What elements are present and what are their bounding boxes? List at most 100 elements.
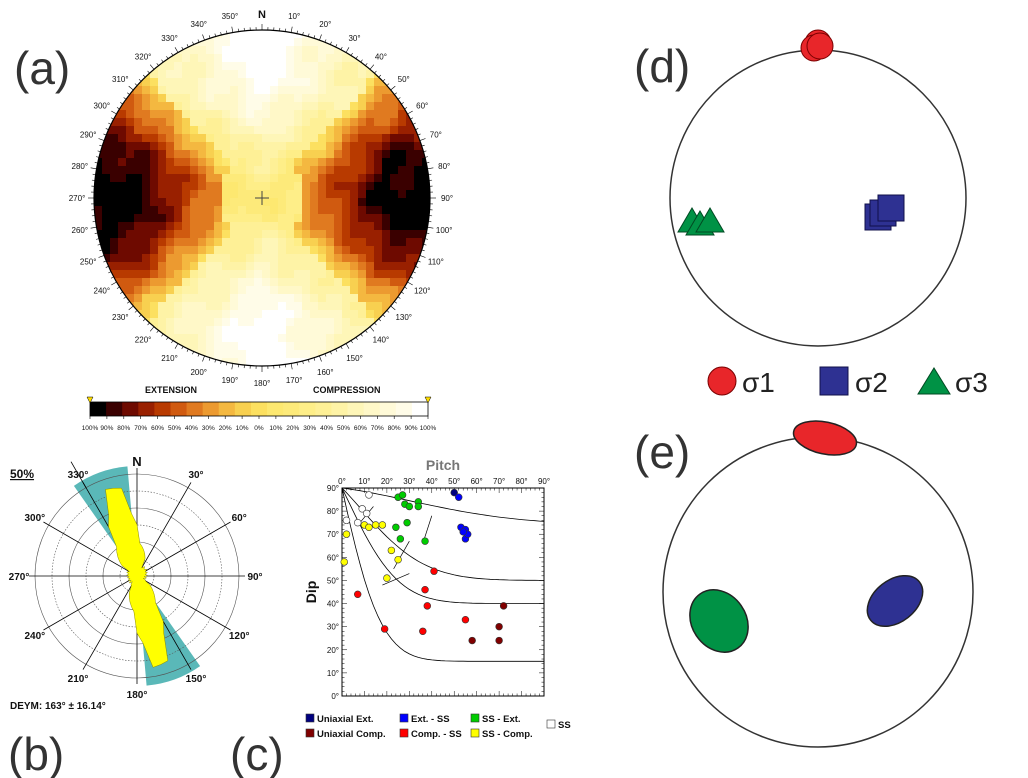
heatmap-cell bbox=[262, 270, 271, 279]
heatmap-cell bbox=[294, 134, 303, 143]
heatmap-cell bbox=[326, 246, 335, 255]
heatmap-cell bbox=[246, 118, 255, 127]
heatmap-cell bbox=[198, 86, 207, 95]
heatmap-cell bbox=[158, 134, 167, 143]
heatmap-cell bbox=[214, 142, 223, 151]
heatmap-cell bbox=[230, 238, 239, 247]
heatmap-cell bbox=[174, 230, 183, 239]
heatmap-cell bbox=[262, 238, 271, 247]
heatmap-cell bbox=[302, 222, 311, 231]
colorbar-swatch bbox=[395, 402, 413, 416]
heatmap-cell bbox=[246, 102, 255, 111]
heatmap-cell bbox=[286, 302, 295, 311]
heatmap-cell bbox=[414, 150, 423, 159]
heatmap-cell bbox=[246, 246, 255, 255]
azimuth-tick bbox=[324, 39, 327, 43]
heatmap-cell bbox=[102, 270, 111, 279]
stereonet-d-outline bbox=[669, 49, 967, 347]
heatmap-cell bbox=[294, 350, 303, 359]
heatmap-cell bbox=[262, 206, 271, 215]
heatmap-cell bbox=[294, 262, 303, 271]
heatmap-cell bbox=[366, 278, 375, 287]
heatmap-cell bbox=[382, 214, 391, 223]
azimuth-label: 340° bbox=[190, 20, 207, 29]
heatmap-cell bbox=[254, 46, 263, 55]
heatmap-cell bbox=[102, 150, 111, 159]
heatmap-cell bbox=[326, 302, 335, 311]
heatmap-cell bbox=[310, 246, 319, 255]
data-point bbox=[378, 521, 387, 529]
heatmap-cell bbox=[222, 238, 231, 247]
heatmap-cell bbox=[310, 46, 319, 55]
heatmap-cell bbox=[262, 198, 271, 207]
heatmap-cell bbox=[350, 278, 359, 287]
heatmap-cell bbox=[222, 230, 231, 239]
heatmap-cell bbox=[326, 238, 335, 247]
azimuth-tick bbox=[308, 359, 310, 363]
heatmap-cell bbox=[222, 198, 231, 207]
data-point bbox=[405, 502, 414, 511]
heatmap-cell bbox=[182, 174, 191, 183]
heatmap-cell bbox=[126, 222, 135, 231]
y-tick-label: 0° bbox=[331, 692, 339, 701]
heatmap-cell bbox=[230, 182, 239, 191]
heatmap-cell bbox=[374, 118, 383, 127]
heatmap-cell bbox=[166, 86, 175, 95]
heatmap-cell bbox=[190, 158, 199, 167]
heatmap-cell bbox=[366, 198, 375, 207]
heatmap-cell bbox=[278, 118, 287, 127]
heatmap-cell bbox=[326, 206, 335, 215]
heatmap-cell bbox=[294, 38, 303, 47]
heatmap-cell bbox=[270, 294, 279, 303]
heatmap-cell bbox=[390, 190, 399, 199]
boundary-curve bbox=[341, 487, 544, 662]
heatmap-cell bbox=[390, 262, 399, 271]
heatmap-cell bbox=[294, 326, 303, 335]
azimuth-tick bbox=[214, 359, 216, 363]
azimuth-label: 160° bbox=[317, 368, 334, 377]
azimuth-label: 230° bbox=[112, 313, 129, 322]
heatmap-cell bbox=[230, 94, 239, 103]
heatmap-cell bbox=[102, 254, 111, 263]
azimuth-tick bbox=[426, 162, 430, 164]
heatmap-cell bbox=[254, 238, 263, 247]
azimuth-tick bbox=[397, 296, 401, 299]
azimuth-tick bbox=[369, 326, 375, 332]
heatmap-cell bbox=[326, 78, 335, 87]
heatmap-cell bbox=[198, 166, 207, 175]
azimuth-tick bbox=[296, 30, 298, 34]
azimuth-tick bbox=[110, 276, 114, 279]
heatmap-cell bbox=[374, 126, 383, 135]
azimuth-tick bbox=[103, 133, 107, 136]
heatmap-cell bbox=[390, 238, 399, 247]
colorbar-swatch bbox=[186, 402, 204, 416]
y-axis-label: Dip bbox=[303, 581, 319, 604]
heatmap-cell bbox=[254, 326, 263, 335]
data-point bbox=[403, 518, 411, 527]
heatmap-cell bbox=[390, 246, 399, 255]
heatmap-cell bbox=[118, 190, 127, 199]
heatmap-cell bbox=[374, 102, 383, 111]
heatmap-cell bbox=[182, 38, 191, 47]
heatmap-cell bbox=[286, 262, 295, 271]
heatmap-cell bbox=[102, 118, 111, 127]
heatmap-cell bbox=[214, 94, 223, 103]
heatmap-cell bbox=[318, 86, 327, 95]
azimuth-tick bbox=[181, 46, 184, 50]
heatmap-cell bbox=[174, 246, 183, 255]
heatmap-cell bbox=[198, 278, 207, 287]
y-tick-label: 90° bbox=[327, 484, 339, 493]
heatmap-cell bbox=[342, 110, 351, 119]
heatmap-cell bbox=[222, 334, 231, 343]
heatmap-cell bbox=[262, 150, 271, 159]
heatmap-cell bbox=[166, 190, 175, 199]
heatmap-cell bbox=[326, 310, 335, 319]
heatmap-cell bbox=[182, 294, 191, 303]
heatmap-cell bbox=[270, 318, 279, 327]
heatmap-cell bbox=[374, 326, 383, 335]
heatmap-cell bbox=[182, 270, 191, 279]
heatmap-cell bbox=[134, 246, 143, 255]
azimuth-tick bbox=[174, 47, 179, 53]
heatmap-cell bbox=[302, 246, 311, 255]
heatmap-cell bbox=[318, 302, 327, 311]
